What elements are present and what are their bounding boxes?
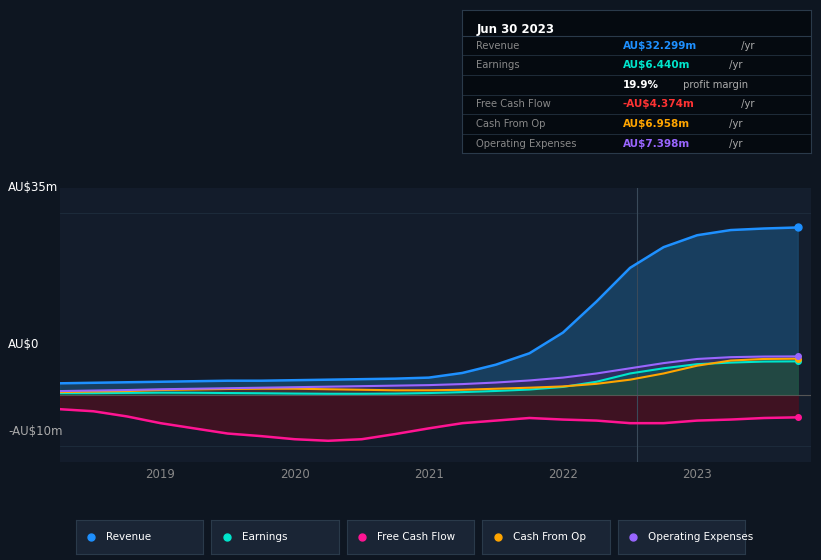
Bar [637, 188, 811, 462]
Text: 19.9%: 19.9% [623, 80, 658, 90]
Text: Earnings: Earnings [476, 60, 520, 70]
Text: Operating Expenses: Operating Expenses [649, 532, 754, 542]
Text: AU$6.440m: AU$6.440m [623, 60, 690, 70]
Text: Earnings: Earnings [242, 532, 287, 542]
Text: Free Cash Flow: Free Cash Flow [476, 100, 551, 109]
Text: AU$35m: AU$35m [8, 181, 58, 194]
Text: AU$0: AU$0 [8, 338, 39, 351]
Text: /yr: /yr [727, 139, 743, 148]
Text: profit margin: profit margin [681, 80, 749, 90]
Text: AU$6.958m: AU$6.958m [623, 119, 690, 129]
Text: Operating Expenses: Operating Expenses [476, 139, 576, 148]
Text: /yr: /yr [727, 60, 743, 70]
Text: -AU$4.374m: -AU$4.374m [623, 100, 695, 109]
Text: Cash From Op: Cash From Op [513, 532, 586, 542]
Text: /yr: /yr [738, 100, 754, 109]
Text: /yr: /yr [738, 41, 754, 51]
Text: -AU$10m: -AU$10m [8, 424, 62, 438]
Text: /yr: /yr [727, 119, 743, 129]
Text: Revenue: Revenue [107, 532, 152, 542]
Text: Jun 30 2023: Jun 30 2023 [476, 23, 554, 36]
Text: AU$7.398m: AU$7.398m [623, 139, 690, 148]
Text: Revenue: Revenue [476, 41, 520, 51]
Text: Free Cash Flow: Free Cash Flow [378, 532, 456, 542]
Text: Cash From Op: Cash From Op [476, 119, 546, 129]
Text: AU$32.299m: AU$32.299m [623, 41, 697, 51]
